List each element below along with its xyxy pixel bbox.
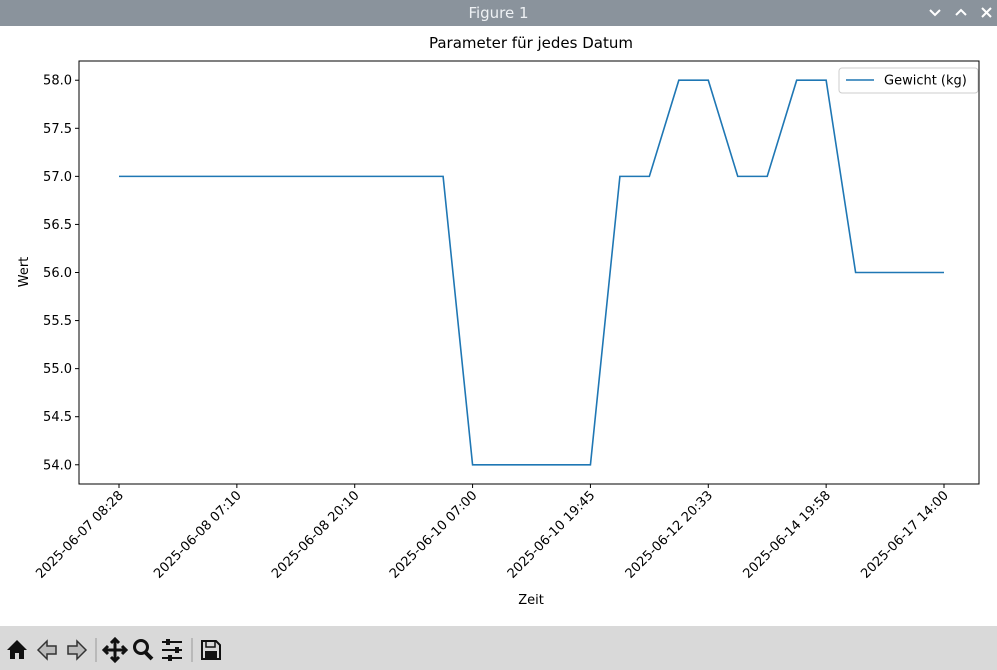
- y-tick-label: 56.0: [43, 266, 72, 281]
- window-controls: [929, 7, 992, 18]
- toolbar: [0, 626, 997, 670]
- save-icon-part: [205, 640, 216, 648]
- y-tick-label: 55.0: [43, 362, 72, 377]
- x-tick-label: 2025-06-17 14:00: [858, 488, 951, 581]
- y-tick-label: 57.5: [43, 122, 72, 137]
- y-tick-label: 54.0: [43, 458, 72, 473]
- close-button[interactable]: [981, 7, 992, 18]
- slider: [166, 639, 170, 645]
- x-tick-label: 2025-06-07 08:28: [33, 488, 126, 581]
- save-icon-part: [205, 651, 217, 659]
- x-tick-label: 2025-06-08 20:10: [269, 488, 362, 581]
- y-tick-label: 55.5: [43, 314, 72, 329]
- zoom-button[interactable]: [133, 639, 149, 655]
- x-tick-label: 2025-06-10 19:45: [505, 488, 598, 581]
- window-title: Figure 1: [468, 4, 529, 22]
- maximize-button[interactable]: [955, 8, 967, 16]
- forward-button[interactable]: [67, 639, 88, 661]
- plot-area: [78, 60, 980, 485]
- back-button[interactable]: [36, 639, 57, 661]
- minimize-button[interactable]: [929, 9, 941, 17]
- x-tick-label: 2025-06-14 19:58: [741, 488, 834, 581]
- chart-title: Parameter für jedes Datum: [429, 34, 633, 52]
- home-button[interactable]: [7, 640, 27, 659]
- chart: Parameter für jedes Datum Zeit Wert 54.0…: [17, 34, 980, 608]
- slider: [175, 647, 179, 653]
- x-tick-label: 2025-06-08 07:10: [151, 488, 244, 581]
- y-tick-label: 54.5: [43, 410, 72, 425]
- slider: [168, 655, 172, 661]
- x-tick-label: 2025-06-12 20:33: [623, 488, 716, 581]
- x-tick-label: 2025-06-10 07:00: [387, 488, 480, 581]
- legend-box: [838, 67, 979, 94]
- title-bar: Figure 1: [0, 0, 997, 26]
- x-axis-label: Zeit: [518, 593, 544, 608]
- toolbar-icons: [7, 636, 221, 664]
- line-series: [119, 79, 944, 466]
- pan-button[interactable]: [101, 636, 129, 664]
- legend-label: Gewicht (kg): [884, 74, 967, 89]
- y-tick-label: 58.0: [43, 74, 72, 89]
- zoom-handle: [143, 650, 154, 661]
- y-tick-label: 56.5: [43, 218, 72, 233]
- y-tick-label: 57.0: [43, 170, 72, 185]
- y-axis-label: Wert: [17, 257, 32, 288]
